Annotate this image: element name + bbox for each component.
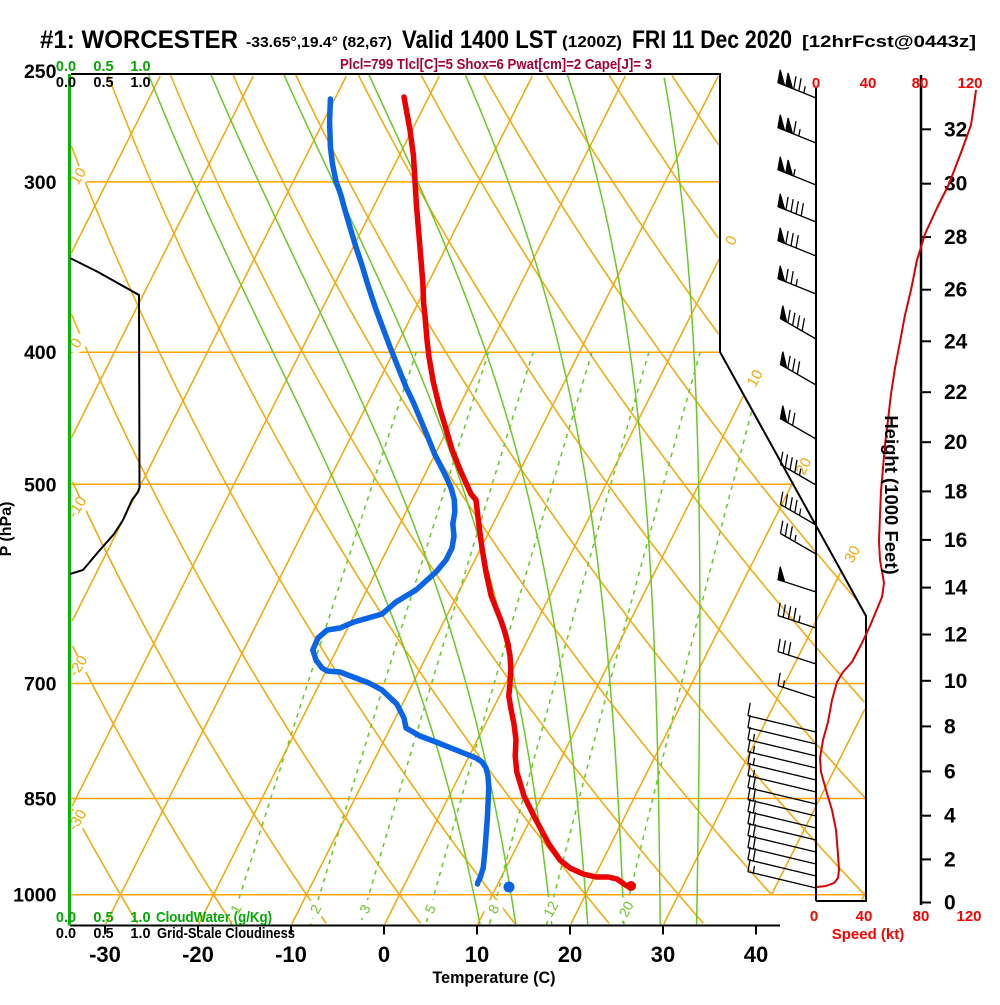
svg-text:14: 14 (944, 577, 968, 600)
svg-text:250: 250 (24, 61, 57, 83)
svg-text:16: 16 (944, 529, 967, 552)
svg-text:300: 300 (24, 172, 57, 194)
svg-text:-30: -30 (89, 942, 121, 967)
svg-text:20: 20 (615, 898, 637, 919)
svg-text:10: 10 (744, 367, 767, 390)
svg-text:20: 20 (558, 942, 582, 967)
svg-text:-10: -10 (275, 942, 307, 967)
svg-text:120: 120 (956, 908, 981, 925)
svg-text:400: 400 (24, 342, 57, 364)
svg-text:CloudWater (g/Kg): CloudWater (g/Kg) (156, 909, 272, 926)
svg-text:80: 80 (912, 75, 929, 92)
svg-text:0.5: 0.5 (93, 926, 113, 942)
svg-text:(1200Z): (1200Z) (562, 34, 622, 51)
svg-text:-33.65°,19.4° (82,67): -33.65°,19.4° (82,67) (246, 34, 392, 51)
svg-text:10: 10 (67, 165, 90, 188)
svg-text:1.0: 1.0 (130, 926, 150, 942)
svg-text:20: 20 (793, 455, 816, 478)
svg-text:18: 18 (944, 480, 968, 503)
svg-text:0.5: 0.5 (93, 59, 113, 75)
svg-text:40: 40 (860, 75, 877, 92)
svg-text:Speed (kt): Speed (kt) (832, 926, 905, 943)
svg-text:0: 0 (378, 942, 390, 967)
svg-text:28: 28 (944, 226, 968, 249)
svg-text:P (hPa): P (hPa) (0, 502, 15, 557)
svg-text:Grid-Scale Cloudiness: Grid-Scale Cloudiness (157, 925, 295, 942)
svg-text:12: 12 (540, 898, 562, 919)
svg-text:0.0: 0.0 (56, 926, 76, 942)
svg-text:Valid 1400 LST: Valid 1400 LST (402, 26, 557, 54)
svg-text:120: 120 (957, 75, 982, 92)
svg-text:32: 32 (944, 118, 967, 141)
svg-text:850: 850 (24, 789, 57, 811)
svg-text:0: 0 (810, 908, 818, 925)
svg-text:Temperature (C): Temperature (C) (433, 969, 556, 987)
svg-text:1000: 1000 (13, 885, 57, 907)
svg-text:40: 40 (744, 942, 768, 967)
svg-text:10: 10 (944, 670, 967, 693)
svg-text:40: 40 (856, 908, 873, 925)
svg-text:8: 8 (944, 715, 956, 738)
svg-text:24: 24 (944, 330, 968, 353)
svg-text:22: 22 (944, 381, 967, 404)
svg-text:1.0: 1.0 (130, 910, 150, 926)
svg-text:1.0: 1.0 (130, 59, 150, 75)
svg-text:0: 0 (812, 75, 820, 92)
svg-text:10: 10 (465, 942, 489, 967)
svg-text:2: 2 (944, 848, 956, 871)
svg-text:4: 4 (944, 805, 956, 828)
svg-text:26: 26 (944, 279, 967, 302)
svg-text:30: 30 (651, 942, 675, 967)
svg-text:[12hrFcst@0443z]: [12hrFcst@0443z] (802, 32, 976, 51)
svg-text:12: 12 (944, 624, 967, 647)
svg-text:FRI 11 Dec 2020: FRI 11 Dec 2020 (632, 26, 792, 54)
svg-text:Plcl=799 Tlcl[C]=5 Shox=6 Pwat: Plcl=799 Tlcl[C]=5 Shox=6 Pwat[cm]=2 Cap… (340, 56, 652, 73)
svg-text:0.5: 0.5 (93, 910, 113, 926)
svg-text:0.0: 0.0 (56, 910, 76, 926)
svg-text:#1: WORCESTER: #1: WORCESTER (40, 26, 238, 54)
svg-text:1.0: 1.0 (130, 75, 150, 91)
svg-text:0: 0 (944, 892, 956, 915)
svg-text:20: 20 (944, 431, 967, 454)
svg-text:700: 700 (24, 674, 57, 696)
svg-text:30: 30 (841, 543, 864, 566)
svg-text:-20: -20 (182, 942, 214, 967)
svg-text:0.0: 0.0 (56, 75, 76, 91)
svg-text:500: 500 (24, 474, 57, 496)
svg-text:6: 6 (944, 760, 956, 783)
svg-text:30: 30 (944, 173, 967, 196)
svg-text:0.5: 0.5 (93, 75, 113, 91)
svg-text:0.0: 0.0 (56, 59, 76, 75)
svg-text:80: 80 (913, 908, 930, 925)
svg-text:Height (1000 Feet): Height (1000 Feet) (881, 415, 902, 574)
